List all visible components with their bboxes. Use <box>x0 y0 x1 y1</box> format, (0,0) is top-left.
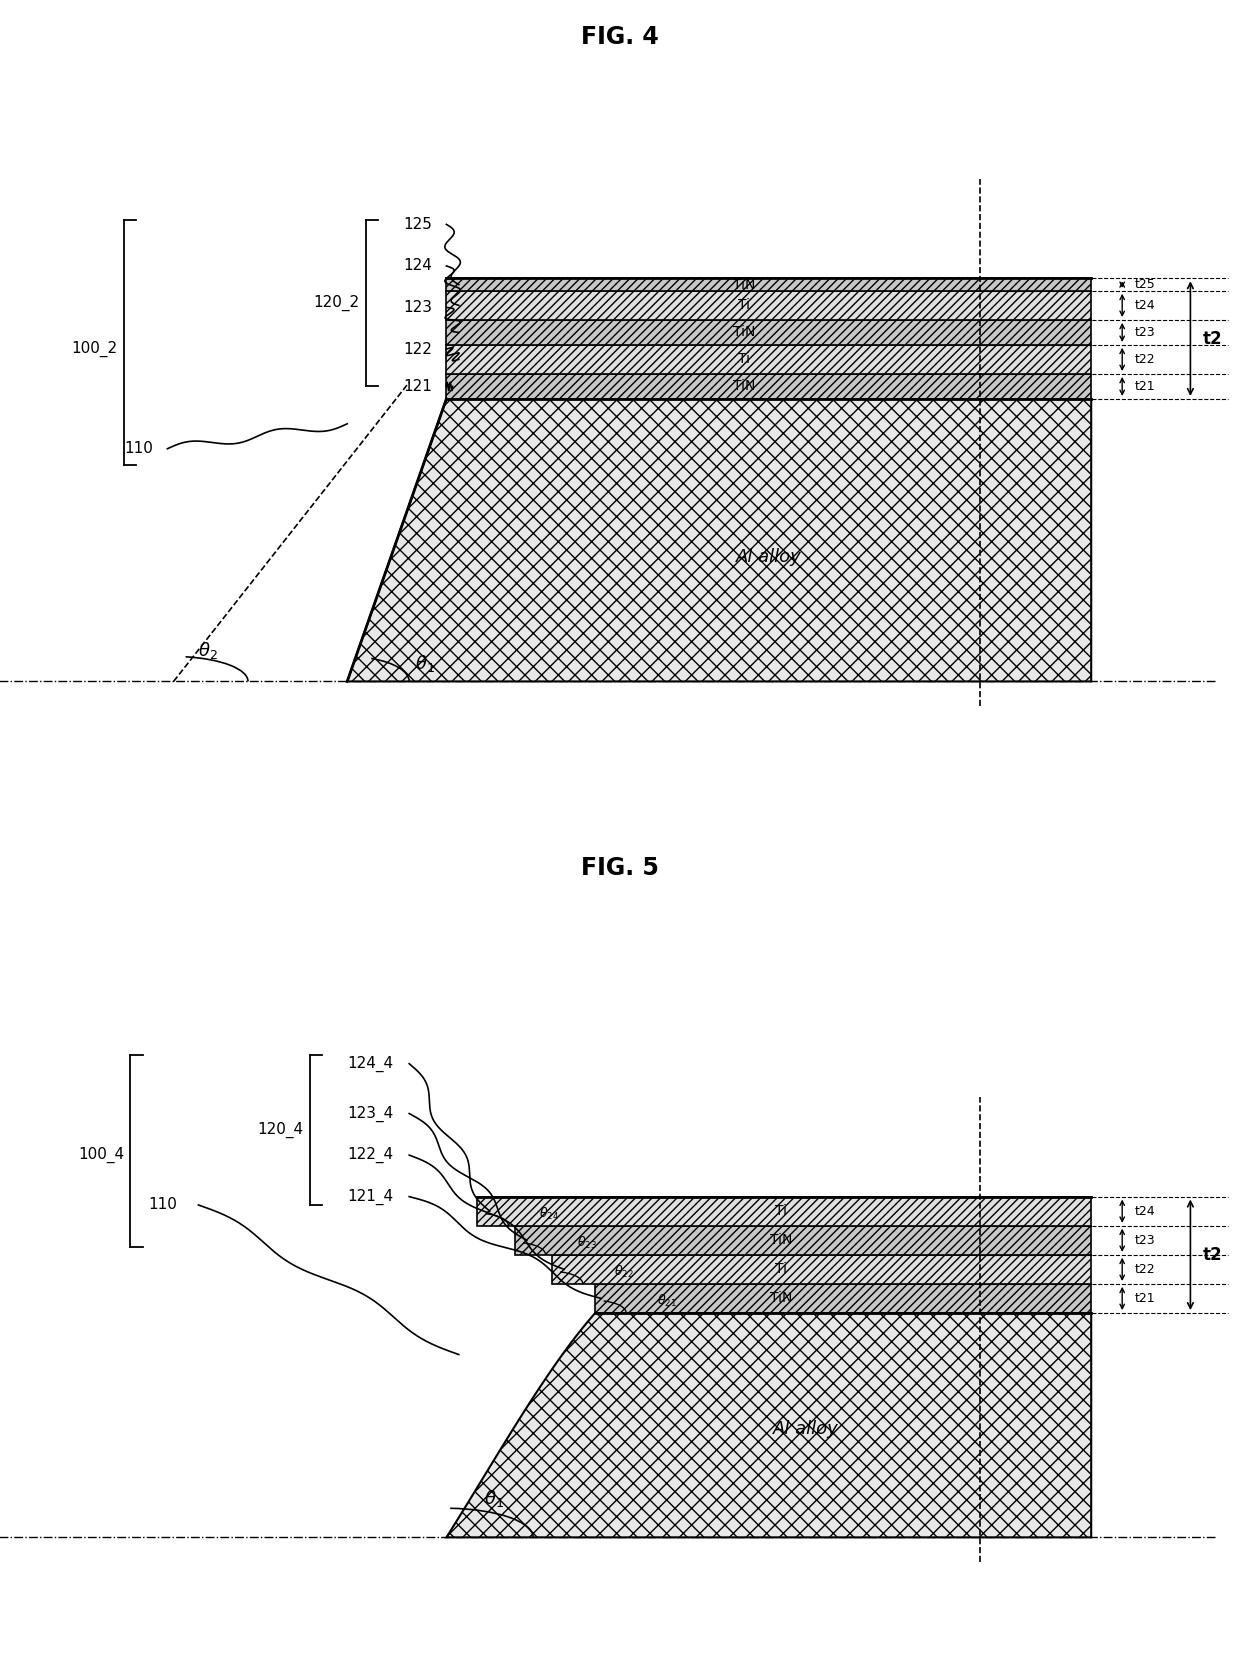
Text: 100_2: 100_2 <box>72 341 118 357</box>
Text: Ti: Ti <box>738 352 750 366</box>
Text: 125: 125 <box>403 216 432 233</box>
Text: TiN: TiN <box>770 1291 792 1305</box>
Text: $\theta_{24}$: $\theta_{24}$ <box>539 1205 559 1222</box>
Text: 124_4: 124_4 <box>347 1055 393 1072</box>
Text: 122: 122 <box>403 341 432 357</box>
Text: 120_4: 120_4 <box>258 1122 304 1138</box>
Text: Ti: Ti <box>775 1205 787 1218</box>
Text: TiN: TiN <box>733 278 755 291</box>
Text: TiN: TiN <box>733 326 755 339</box>
Text: $\theta_{23}$: $\theta_{23}$ <box>577 1235 596 1250</box>
Bar <box>446 291 1091 319</box>
Text: 120_2: 120_2 <box>314 296 360 311</box>
Text: TiN: TiN <box>770 1233 792 1246</box>
Text: t2: t2 <box>1203 329 1223 347</box>
Text: t21: t21 <box>1135 1291 1156 1305</box>
Text: t24: t24 <box>1135 299 1156 312</box>
Bar <box>446 346 1091 374</box>
Text: t2: t2 <box>1203 1246 1223 1263</box>
Bar <box>552 1255 1091 1283</box>
Bar <box>515 1227 1091 1255</box>
Text: t23: t23 <box>1135 326 1156 339</box>
Text: $\theta_{21}$: $\theta_{21}$ <box>657 1293 677 1310</box>
Bar <box>446 319 1091 346</box>
Text: t22: t22 <box>1135 352 1156 366</box>
Text: Al alloy: Al alloy <box>735 548 802 565</box>
Text: t23: t23 <box>1135 1233 1156 1246</box>
Text: t24: t24 <box>1135 1205 1156 1218</box>
Polygon shape <box>347 399 1091 681</box>
Bar <box>446 374 1091 399</box>
Text: $\theta_1$: $\theta_1$ <box>415 653 435 675</box>
Text: 110: 110 <box>124 440 153 457</box>
Text: 123: 123 <box>403 299 432 316</box>
Text: FIG. 4: FIG. 4 <box>582 25 658 48</box>
Bar <box>446 278 1091 291</box>
Polygon shape <box>446 1313 1091 1537</box>
Text: 110: 110 <box>149 1197 177 1213</box>
Text: t21: t21 <box>1135 381 1156 392</box>
Text: Al alloy: Al alloy <box>773 1421 839 1438</box>
Text: 124: 124 <box>403 258 432 274</box>
Text: 121: 121 <box>403 379 432 394</box>
Text: t22: t22 <box>1135 1263 1156 1276</box>
Text: $\theta_{22}$: $\theta_{22}$ <box>614 1263 634 1280</box>
Text: TiN: TiN <box>733 379 755 394</box>
Bar <box>477 1197 1091 1227</box>
Text: 121_4: 121_4 <box>347 1188 393 1205</box>
Text: 123_4: 123_4 <box>347 1105 393 1122</box>
Text: Ti: Ti <box>775 1263 787 1276</box>
Bar <box>595 1283 1091 1313</box>
Text: Ti: Ti <box>738 299 750 312</box>
Text: 122_4: 122_4 <box>347 1147 393 1163</box>
Text: $\theta_1$: $\theta_1$ <box>484 1487 503 1509</box>
Text: t25: t25 <box>1135 278 1156 291</box>
Text: 100_4: 100_4 <box>78 1147 124 1163</box>
Text: FIG. 5: FIG. 5 <box>582 856 658 879</box>
Text: $\theta_2$: $\theta_2$ <box>198 640 218 661</box>
